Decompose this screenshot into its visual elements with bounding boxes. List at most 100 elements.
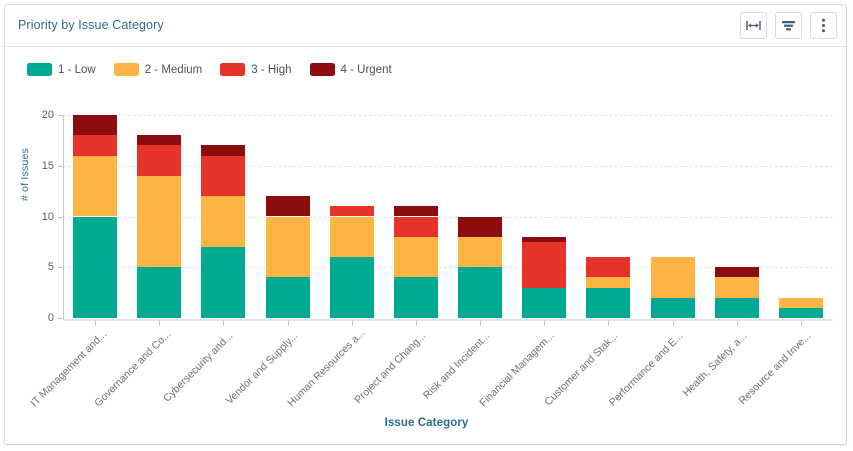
legend-swatch-icon <box>113 63 139 76</box>
legend-item-1[interactable]: 1 - Low <box>27 63 96 76</box>
bar-segment[interactable] <box>73 115 118 136</box>
bar-segment[interactable] <box>329 216 374 258</box>
bar-segment[interactable] <box>201 246 246 318</box>
bar-segment[interactable] <box>586 287 631 318</box>
y-tick-mark <box>58 267 63 269</box>
bar-segment[interactable] <box>137 145 182 176</box>
bar-segment[interactable] <box>265 216 310 278</box>
bar-segment[interactable] <box>393 277 438 318</box>
bar-segment[interactable] <box>778 297 823 308</box>
bar-segment[interactable] <box>73 216 118 318</box>
bar-segment[interactable] <box>650 297 695 318</box>
legend-label: 4 - Urgent <box>340 63 392 76</box>
legend-item-3[interactable]: 3 - High <box>220 63 292 76</box>
bar-group[interactable] <box>522 115 567 318</box>
bar-segment[interactable] <box>458 216 503 237</box>
x-tick-mark <box>672 321 674 326</box>
bar-segment[interactable] <box>522 241 567 288</box>
x-tick-mark <box>415 321 417 326</box>
gridline <box>63 216 833 218</box>
bar-group[interactable] <box>778 115 823 318</box>
bar-segment[interactable] <box>586 277 631 288</box>
bar-segment[interactable] <box>458 236 503 268</box>
y-tick-mark <box>58 318 63 319</box>
legend-swatch-icon <box>27 63 52 76</box>
fit-width-icon <box>746 21 761 30</box>
x-tick-mark <box>800 321 802 326</box>
bar-segment[interactable] <box>522 287 567 318</box>
bar-group[interactable] <box>73 115 118 318</box>
card-header: Priority by Issue Category <box>5 5 846 47</box>
legend-item-4[interactable]: 4 - Urgent <box>309 63 392 76</box>
bar-group[interactable] <box>458 115 503 318</box>
x-tick-mark <box>287 321 289 326</box>
x-tick-mark <box>544 321 546 326</box>
bar-segment[interactable] <box>458 267 503 318</box>
x-tick-mark <box>608 321 610 326</box>
bar-segment[interactable] <box>393 206 438 217</box>
y-axis-title: # of Issues <box>19 148 31 201</box>
bar-segment[interactable] <box>393 216 438 237</box>
bar-group[interactable] <box>329 115 374 318</box>
legend-swatch-icon <box>220 63 246 76</box>
bar-segment[interactable] <box>265 196 310 217</box>
gridline <box>63 165 833 167</box>
y-tick-mark <box>58 165 63 167</box>
legend-item-2[interactable]: 2 - Medium <box>113 63 202 76</box>
bar-group[interactable] <box>586 115 631 318</box>
y-tick-label: 5 <box>47 261 54 274</box>
gridline <box>63 115 833 116</box>
x-tick-mark <box>351 321 353 326</box>
bar-group[interactable] <box>714 115 759 318</box>
gridline <box>63 267 833 269</box>
bar-segment[interactable] <box>137 267 182 318</box>
x-tick-mark <box>480 321 482 326</box>
x-axis-title: Issue Category <box>384 417 469 429</box>
bar-segment[interactable] <box>778 307 823 318</box>
bar-segment[interactable] <box>73 135 118 156</box>
fit-width-button[interactable] <box>740 12 767 39</box>
chart-legend: 1 - Low 2 - Medium 3 - High 4 - Urgent <box>27 63 401 76</box>
bar-segment[interactable] <box>393 236 438 278</box>
y-tick-label: 15 <box>41 159 54 172</box>
legend-label: 1 - Low <box>58 63 96 76</box>
bar-group[interactable] <box>201 115 246 318</box>
bar-segment[interactable] <box>650 257 695 298</box>
bar-segment[interactable] <box>201 155 246 197</box>
y-tick-mark <box>58 115 63 116</box>
page-title: Priority by Issue Category <box>18 18 164 32</box>
bar-group[interactable] <box>393 115 438 318</box>
bar-group[interactable] <box>265 115 310 318</box>
filter-button[interactable] <box>775 12 802 39</box>
x-tick-mark <box>223 321 225 326</box>
bar-segment[interactable] <box>586 257 631 278</box>
bar-segment[interactable] <box>714 297 759 318</box>
bar-segment[interactable] <box>73 155 118 217</box>
bar-segment[interactable] <box>201 196 246 247</box>
bar-segment[interactable] <box>137 175 182 268</box>
x-tick-mark <box>95 321 97 326</box>
bar-segment[interactable] <box>522 236 567 242</box>
plot-area: # of Issues Issue Category 0 5 10 15 20 IT Ma… <box>5 5 846 444</box>
y-tick-mark <box>58 216 63 218</box>
bar-group[interactable] <box>650 115 695 318</box>
chart-card: Priority by Issue Category <box>4 4 847 445</box>
bar-segment[interactable] <box>714 277 759 298</box>
legend-label: 3 - High <box>251 63 292 76</box>
bar-segment[interactable] <box>265 277 310 318</box>
x-tick-mark <box>736 321 738 326</box>
filter-icon <box>782 21 795 31</box>
bar-segment[interactable] <box>329 257 374 318</box>
y-axis-line <box>63 115 64 319</box>
bar-segment[interactable] <box>137 135 182 146</box>
chart-toolbar <box>740 12 837 39</box>
kebab-menu-icon <box>822 18 825 33</box>
bar-group[interactable] <box>137 115 182 318</box>
y-tick-label: 0 <box>47 312 54 324</box>
y-tick-label: 10 <box>41 210 54 223</box>
bar-segment[interactable] <box>201 145 246 156</box>
more-options-button[interactable] <box>810 12 837 39</box>
bar-segment[interactable] <box>714 267 759 278</box>
y-tick-label: 20 <box>41 109 54 121</box>
bar-segment[interactable] <box>329 206 374 217</box>
